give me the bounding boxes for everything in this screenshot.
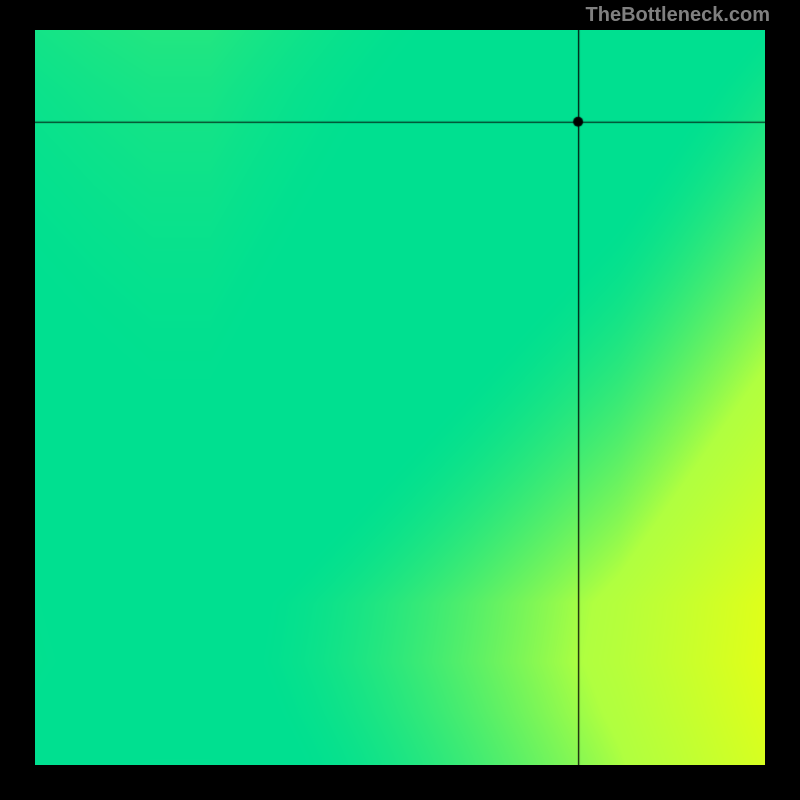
heatmap-canvas — [35, 30, 765, 765]
heatmap-chart — [35, 30, 765, 765]
watermark-text: TheBottleneck.com — [586, 4, 770, 27]
